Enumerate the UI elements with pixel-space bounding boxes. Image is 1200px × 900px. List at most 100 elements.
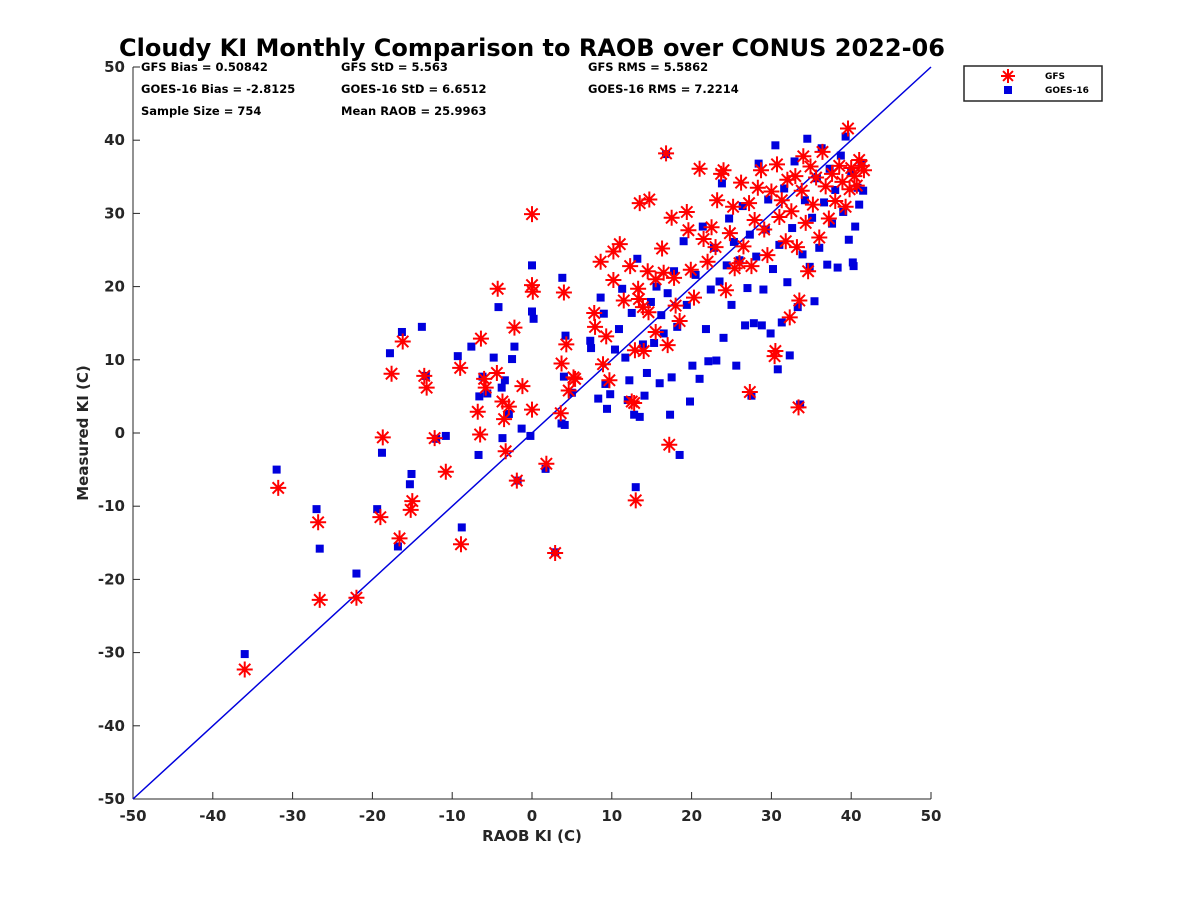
goes16-point [405,480,414,489]
goes16-point [815,243,824,252]
gfs-point [682,261,699,278]
gfs-point [824,165,841,182]
goes16-point [640,391,649,400]
y-axis-label: Measured KI (C) [74,365,92,501]
gfs-point [659,337,676,354]
stat-gfs-rms: GFS RMS = 5.5862 [588,60,708,74]
goes16-point [475,392,484,401]
goes16-point [773,365,782,374]
gfs-point [404,493,421,510]
goes16-point [635,412,644,421]
gfs-point [753,162,770,179]
gfs-point [426,430,443,447]
gfs-point [627,492,644,509]
y-axis-ticks: -50 -40 -30 -20 -10 0 10 20 30 40 50 [98,58,140,808]
goes16-point [715,277,724,286]
gfs-point [472,330,489,347]
goes16-point [594,394,603,403]
goes16-point [706,285,715,294]
statistics-annotations: GFS Bias = 0.50842 GFS StD = 5.563 GFS R… [141,60,739,118]
goes16-point [655,379,664,388]
gfs-point [416,367,433,384]
x-tick-label: 30 [761,807,782,825]
gfs-point [558,336,575,353]
gfs-point [524,283,541,300]
x-tick-label: -30 [279,807,306,825]
gfs-point [725,198,742,215]
gfs-point [391,530,408,547]
y-tick-label: -30 [98,644,125,662]
goes16-point [679,237,688,246]
goes16-point [489,353,498,362]
y-tick-label: 30 [104,204,125,222]
legend-goes16-label: GOES-16 [1045,86,1089,96]
gfs-point [622,258,639,275]
goes16-point [793,303,802,312]
y-tick-label: 20 [104,278,125,296]
gfs-point [500,398,517,415]
gfs-point [524,401,540,418]
goes16-point [745,230,754,239]
chart-title: Cloudy KI Monthly Comparison to RAOB ove… [119,34,945,62]
y-tick-label: -20 [98,570,125,588]
goes16-point [240,650,249,659]
goes16-point [603,404,612,413]
legend-gfs-label: GFS [1045,72,1065,82]
goes16-point [800,196,809,205]
goes16-point [510,342,519,351]
stat-mean-raob: Mean RAOB = 25.9963 [341,104,487,118]
gfs-point [469,403,486,420]
gfs-point [717,282,734,299]
goes16-point [743,284,752,293]
gfs-point [767,343,784,360]
goes16-point [849,262,858,271]
goes16-point [717,179,726,188]
gfs-point [489,280,506,297]
x-tick-label: 0 [527,807,537,825]
y-tick-label: 50 [104,58,125,76]
goes16-point [820,198,829,207]
gfs-point [843,160,860,177]
gfs-point [647,271,664,288]
gfs-point [777,233,794,250]
gfs-point [452,359,469,376]
gfs-point [476,370,493,387]
goes16-point [659,329,668,338]
gfs-point [802,158,819,175]
goes16-point [517,424,526,433]
gfs-point [667,297,684,314]
goes16-point [373,505,382,514]
goes16-point [457,523,466,532]
gfs-point [658,145,675,162]
goes16-point [759,285,768,294]
gfs-point [452,536,469,553]
gfs-point [383,365,400,382]
goes16-point [587,344,596,353]
gfs-point [553,355,570,372]
goes16-point [798,250,807,259]
gfs-point [779,171,796,188]
x-tick-label: -50 [119,807,146,825]
gfs-point [641,191,658,208]
goes16-point [738,202,747,211]
gfs-point [746,211,763,228]
gfs-point [800,263,817,280]
gfs-point [270,479,287,496]
gfs-point [497,443,514,460]
goes16-point [558,273,567,282]
gfs-point [793,182,810,199]
goes16-point [500,376,509,385]
gfs-point [773,192,790,209]
goes16-point [688,361,697,370]
gfs-point [437,463,454,480]
gfs-point [310,514,327,531]
goes16-point [560,420,569,429]
gfs-point [787,168,804,185]
gfs-point [472,426,489,443]
gfs-point [804,196,821,213]
goes16-point [780,184,789,193]
gfs-point [538,455,555,472]
gfs-point [768,156,785,173]
goes16-point [667,373,676,382]
goes16-point [768,265,777,274]
